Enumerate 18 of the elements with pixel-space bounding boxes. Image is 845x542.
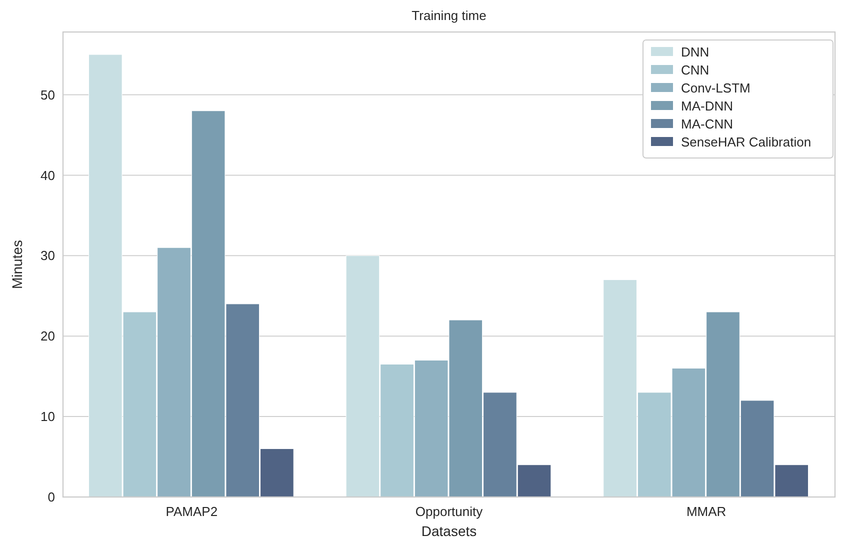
y-tick-label: 40	[40, 168, 55, 183]
y-tick-label: 0	[48, 490, 55, 505]
y-axis-title: Minutes	[9, 240, 25, 290]
y-tick-label: 20	[40, 328, 55, 344]
legend-label: MA-DNN	[681, 98, 733, 114]
legend-label: CNN	[681, 62, 710, 78]
chart-title: Training time	[412, 8, 486, 23]
legend-label: DNN	[681, 44, 710, 60]
y-tick-label: 10	[40, 409, 55, 424]
x-axis-title: Datasets	[421, 523, 477, 539]
y-tick-label: 50	[40, 87, 55, 102]
x-tick-label: MMAR	[686, 504, 726, 519]
legend-label: SenseHAR Calibration	[681, 134, 812, 150]
legend-label: Conv-LSTM	[681, 80, 750, 96]
y-tick-label: 30	[40, 248, 55, 264]
legend-label: MA-CNN	[681, 116, 733, 132]
x-tick-label: PAMAP2	[166, 504, 218, 519]
x-tick-label: Opportunity	[415, 504, 484, 519]
